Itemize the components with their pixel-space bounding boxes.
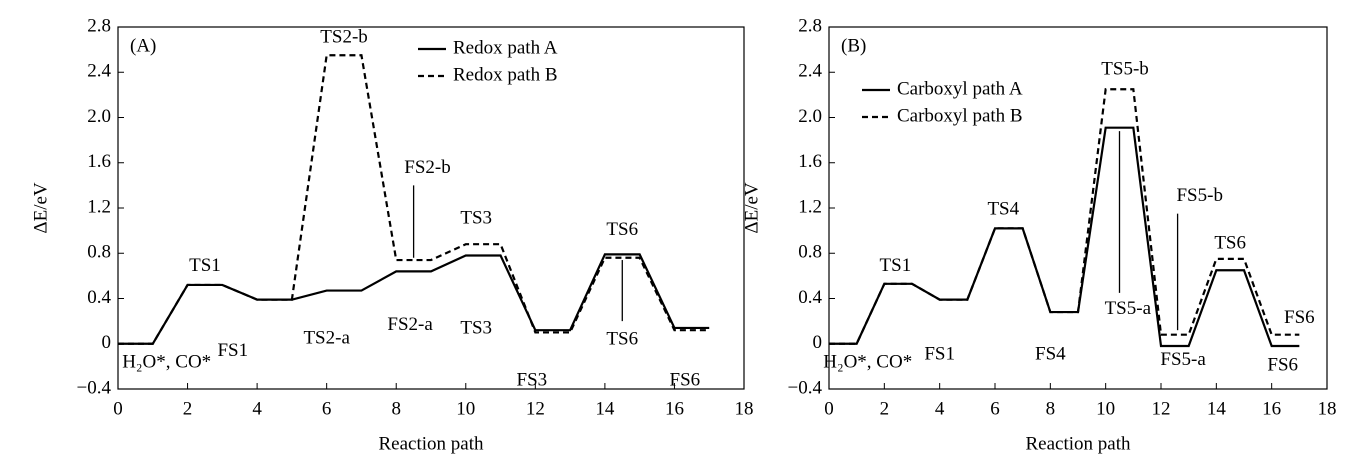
annotation: TS5-a — [1105, 298, 1152, 319]
y-tick-label: 1.2 — [87, 196, 111, 217]
y-tick-label: 0 — [813, 332, 823, 353]
y-tick-label: 0.4 — [87, 287, 111, 308]
y-axis-title: ΔE/eV — [741, 182, 762, 234]
annotation: TS6 — [606, 329, 638, 350]
x-tick-label: 8 — [391, 398, 401, 419]
x-tick-label: 18 — [1318, 398, 1337, 419]
x-tick-label: 2 — [880, 398, 890, 419]
x-tick-label: 6 — [990, 398, 1000, 419]
panel-label: (B) — [841, 35, 866, 56]
annotation: FS6 — [1284, 307, 1315, 328]
x-tick-label: 8 — [1046, 398, 1056, 419]
annotation: TS1 — [880, 255, 912, 276]
x-axis-title: Reaction path — [379, 433, 484, 454]
y-axis-title: ΔE/eV — [30, 182, 51, 234]
y-tick-label: 2.4 — [87, 61, 111, 82]
x-tick-label: 12 — [526, 398, 545, 419]
annotation: FS5-a — [1160, 349, 1206, 370]
y-tick-label: 0.4 — [798, 287, 822, 308]
annotation: FS3 — [517, 369, 548, 390]
x-tick-label: 4 — [252, 398, 262, 419]
x-tick-label: 10 — [1096, 398, 1115, 419]
legend-label: Redox path A — [453, 37, 558, 58]
y-tick-label: 0 — [102, 332, 112, 353]
x-axis-title: Reaction path — [1026, 433, 1131, 454]
y-tick-label: −0.4 — [788, 377, 823, 398]
annotation: TS3 — [460, 208, 492, 229]
x-tick-label: 0 — [113, 398, 123, 419]
panel: 0 2 4 6 8 10 12 14 16 18−0.400.40.81.21.62.02.42.… — [30, 15, 753, 454]
y-tick-label: 0.8 — [87, 242, 111, 263]
annotation: TS5-b — [1101, 58, 1149, 79]
annotation: TS4 — [987, 199, 1019, 220]
panel-label: (A) — [130, 35, 156, 56]
annotation: TS1 — [189, 255, 221, 276]
x-tick-label: 16 — [665, 398, 684, 419]
series-line — [829, 126, 1300, 348]
legend-label: Carboxyl path A — [897, 78, 1023, 99]
x-tick-label: 18 — [735, 398, 754, 419]
y-tick-label: 1.2 — [798, 196, 822, 217]
y-tick-label: −0.4 — [77, 377, 112, 398]
legend-label: Carboxyl path B — [897, 105, 1023, 126]
y-tick-label: 1.6 — [87, 151, 111, 172]
annotation: FS1 — [217, 340, 248, 361]
x-tick-label: 10 — [456, 398, 475, 419]
annotation: H₂O*, CO* — [122, 351, 211, 372]
x-tick-label: 0 — [824, 398, 834, 419]
x-tick-label: 4 — [935, 398, 945, 419]
y-tick-label: 1.6 — [798, 151, 822, 172]
y-tick-label: 0.8 — [798, 242, 822, 263]
y-tick-label: 2.0 — [87, 106, 111, 127]
annotation: FS2-a — [387, 314, 433, 335]
annotation: H₂O*, CO* — [823, 351, 912, 372]
series-line — [118, 54, 710, 345]
panel: 0 2 4 6 8 10 12 14 16 18−0.400.40.81.21.62.02.42.… — [741, 15, 1336, 454]
x-tick-label: 2 — [183, 398, 193, 419]
x-tick-label: 6 — [322, 398, 332, 419]
y-tick-label: 2.8 — [798, 15, 822, 36]
annotation: FS6 — [670, 369, 701, 390]
annotation: FS1 — [924, 343, 955, 364]
annotation: TS6 — [606, 219, 638, 240]
x-tick-label: 14 — [595, 398, 615, 419]
annotation: FS4 — [1035, 343, 1066, 364]
y-tick-label: 2.8 — [87, 15, 111, 36]
annotation: FS5-b — [1176, 185, 1222, 206]
annotation: FS2-b — [404, 157, 450, 178]
annotation: TS2-b — [320, 27, 368, 48]
legend-label: Redox path B — [453, 64, 558, 85]
annotation: TS3 — [460, 317, 492, 338]
x-tick-label: 12 — [1152, 398, 1171, 419]
annotation: TS6 — [1214, 233, 1246, 254]
series-line — [829, 88, 1300, 345]
x-tick-label: 16 — [1262, 398, 1281, 419]
y-tick-label: 2.4 — [798, 61, 822, 82]
x-tick-label: 14 — [1207, 398, 1227, 419]
annotation: FS6 — [1267, 355, 1298, 376]
y-tick-label: 2.0 — [798, 106, 822, 127]
annotation: TS2-a — [303, 328, 350, 349]
